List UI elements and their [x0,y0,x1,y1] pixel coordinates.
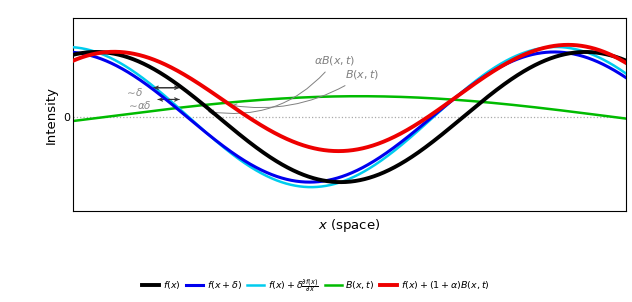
Text: $B(x,t)$: $B(x,t)$ [233,69,379,108]
Text: $\sim\!\delta$: $\sim\!\delta$ [124,85,143,98]
X-axis label: $x$ (space): $x$ (space) [318,217,380,234]
Y-axis label: Intensity: Intensity [44,86,58,144]
Legend: $f(x)$, $f(x+\delta)$, $f(x)+\delta\frac{\partial f(x)}{\partial x}$, $B(x,t)$, : $f(x)$, $f(x+\delta)$, $f(x)+\delta\frac… [138,273,494,297]
Text: $\alpha B(x,t)$: $\alpha B(x,t)$ [209,54,356,114]
Text: $\sim\!\alpha\delta$: $\sim\!\alpha\delta$ [126,98,151,111]
